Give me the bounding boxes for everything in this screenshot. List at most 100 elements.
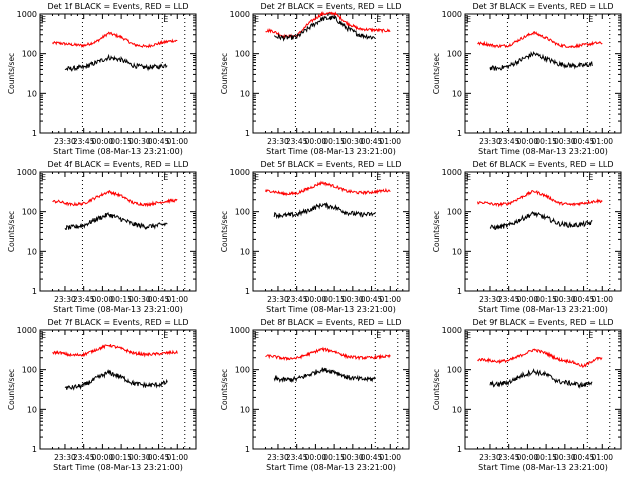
y-tick-label: 100 <box>22 366 37 375</box>
panel-title: Det 7f BLACK = Events, RED = LLD <box>47 318 188 327</box>
x-tick-label: 23:30 <box>54 137 76 146</box>
x-tick-label: 01:00 <box>166 137 188 146</box>
y-axis-label: Counts/sec <box>7 369 16 410</box>
y-axis-label: Counts/sec <box>432 211 441 252</box>
series-line-events <box>489 50 593 71</box>
x-tick-label: 00:45 <box>361 137 383 146</box>
x-tick-label: 23:45 <box>498 295 520 304</box>
y-tick-label: 100 <box>235 50 250 59</box>
plot-frame <box>39 329 197 450</box>
series-line-lld <box>477 190 603 208</box>
marker-label-e: E <box>163 331 168 340</box>
x-axis-label: Start Time (08-Mar-13 23:21:00) <box>53 463 183 472</box>
x-tick-label: 01:00 <box>379 295 401 304</box>
panel-title: Det 1f BLACK = Events, RED = LLD <box>47 2 188 11</box>
panel-title: Det 6f BLACK = Events, RED = LLD <box>472 160 613 169</box>
plot-frame <box>464 13 622 134</box>
y-axis-label: Counts/sec <box>432 369 441 410</box>
x-axis-label: Start Time (08-Mar-13 23:21:00) <box>266 305 396 314</box>
y-tick-label: 1000 <box>230 326 250 335</box>
x-tick-label: 01:00 <box>166 295 188 304</box>
x-tick-label: 00:30 <box>342 137 364 146</box>
y-axis-label: Counts/sec <box>220 211 229 252</box>
x-axis-label: Start Time (08-Mar-13 23:21:00) <box>478 147 608 156</box>
y-tick-label: 100 <box>447 208 462 217</box>
x-tick-label: 23:30 <box>54 453 76 462</box>
x-axis-label: Start Time (08-Mar-13 23:21:00) <box>53 147 183 156</box>
series-line-lld <box>52 189 178 208</box>
y-tick-label: 1 <box>245 445 250 454</box>
marker-label-e: E <box>163 15 168 24</box>
series-line-events <box>64 369 168 391</box>
y-tick-label: 1000 <box>230 10 250 19</box>
x-tick-label: 00:30 <box>554 137 576 146</box>
y-tick-label: 100 <box>447 50 462 59</box>
x-tick-label: 01:00 <box>591 295 613 304</box>
marker-label-e: E <box>466 331 471 340</box>
x-tick-label: 23:30 <box>267 453 289 462</box>
x-tick-label: 00:30 <box>129 453 151 462</box>
x-axis-label: Start Time (08-Mar-13 23:21:00) <box>266 147 396 156</box>
x-tick-label: 00:00 <box>517 137 539 146</box>
panel-title: Det 8f BLACK = Events, RED = LLD <box>260 318 401 327</box>
y-tick-label: 1 <box>457 445 462 454</box>
series-line-events <box>489 368 593 389</box>
y-axis-label: Counts/sec <box>7 211 16 252</box>
plot-frame <box>464 171 622 292</box>
y-axis-label: Counts/sec <box>220 369 229 410</box>
x-tick-label: 00:15 <box>535 453 557 462</box>
plot-frame <box>464 329 622 450</box>
plot-frame <box>252 171 410 292</box>
x-tick-label: 00:15 <box>535 295 557 304</box>
x-tick-label: 23:30 <box>267 295 289 304</box>
marker-label-e: E <box>254 173 259 182</box>
y-tick-label: 1000 <box>17 326 37 335</box>
y-tick-label: 10 <box>452 405 462 414</box>
x-tick-label: 23:45 <box>498 453 520 462</box>
plot-frame <box>39 13 197 134</box>
marker-label-e: E <box>163 173 168 182</box>
marker-label-e: E <box>376 173 381 182</box>
y-axis-label: Counts/sec <box>220 53 229 94</box>
y-tick-label: 1000 <box>230 168 250 177</box>
x-tick-label: 23:45 <box>73 295 95 304</box>
x-tick-label: 00:00 <box>92 137 114 146</box>
x-tick-label: 00:30 <box>554 453 576 462</box>
x-tick-label: 23:45 <box>73 453 95 462</box>
marker-label-e: E <box>588 15 593 24</box>
x-tick-label: 00:30 <box>342 453 364 462</box>
marker-label-e: E <box>254 331 259 340</box>
panel-title: Det 4f BLACK = Events, RED = LLD <box>47 160 188 169</box>
y-tick-label: 10 <box>27 89 37 98</box>
y-tick-label: 1 <box>245 287 250 296</box>
panel-title: Det 9f BLACK = Events, RED = LLD <box>472 318 613 327</box>
x-tick-label: 23:30 <box>54 295 76 304</box>
x-tick-label: 00:00 <box>517 295 539 304</box>
y-tick-label: 10 <box>240 89 250 98</box>
x-tick-label: 23:45 <box>286 453 308 462</box>
x-tick-label: 00:00 <box>517 453 539 462</box>
x-tick-label: 01:00 <box>166 453 188 462</box>
series-line-lld <box>265 180 391 197</box>
marker-label-e: E <box>41 331 46 340</box>
x-tick-label: 00:45 <box>573 137 595 146</box>
series-line-events <box>273 15 376 42</box>
y-tick-label: 10 <box>27 405 37 414</box>
series-line-lld <box>52 344 178 358</box>
series-line-lld <box>52 31 178 49</box>
y-tick-label: 100 <box>22 50 37 59</box>
y-tick-label: 100 <box>22 208 37 217</box>
x-tick-label: 23:30 <box>479 453 501 462</box>
y-tick-label: 1 <box>457 129 462 138</box>
y-tick-label: 10 <box>240 247 250 256</box>
x-tick-label: 01:00 <box>591 137 613 146</box>
x-tick-label: 00:30 <box>129 295 151 304</box>
x-tick-label: 00:30 <box>129 137 151 146</box>
series-line-lld <box>265 10 391 40</box>
series-line-events <box>64 211 168 230</box>
y-tick-label: 1 <box>32 445 37 454</box>
x-tick-label: 00:00 <box>305 295 327 304</box>
